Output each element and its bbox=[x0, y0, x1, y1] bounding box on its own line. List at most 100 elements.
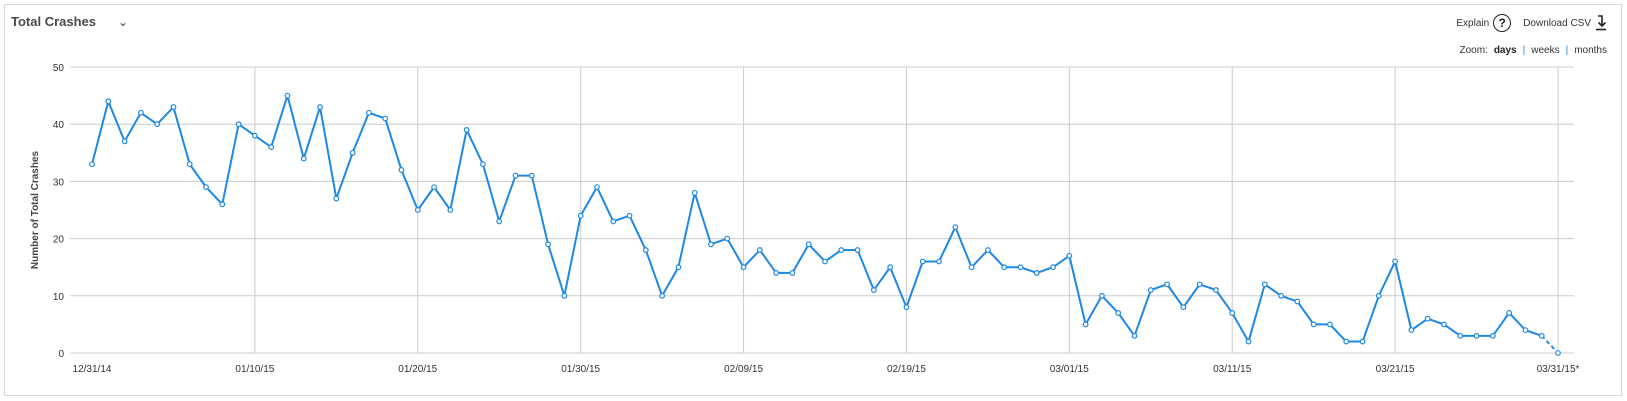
data-point[interactable] bbox=[366, 109, 372, 116]
data-point[interactable] bbox=[1245, 338, 1252, 345]
data-point[interactable] bbox=[968, 264, 975, 271]
data-point[interactable] bbox=[870, 287, 877, 293]
metric-selector[interactable]: Total Crashes ⌄ bbox=[11, 14, 128, 29]
data-point[interactable] bbox=[1506, 310, 1513, 316]
data-point[interactable] bbox=[1457, 332, 1464, 339]
data-point[interactable] bbox=[642, 247, 649, 253]
data-point[interactable] bbox=[1278, 292, 1284, 299]
data-point[interactable] bbox=[773, 270, 780, 276]
data-point[interactable] bbox=[1359, 338, 1366, 345]
data-point[interactable] bbox=[137, 109, 144, 116]
data-point[interactable] bbox=[268, 144, 275, 150]
data-point[interactable] bbox=[512, 172, 519, 179]
data-point[interactable] bbox=[414, 207, 421, 213]
data-point[interactable] bbox=[300, 155, 307, 162]
data-point[interactable] bbox=[382, 115, 389, 122]
data-point[interactable] bbox=[431, 184, 437, 191]
data-point[interactable] bbox=[1441, 321, 1447, 328]
x-tick-label: 01/20/15 bbox=[398, 364, 437, 375]
data-point[interactable] bbox=[626, 212, 633, 219]
data-point[interactable] bbox=[561, 292, 568, 299]
data-point[interactable] bbox=[251, 132, 258, 139]
data-point[interactable] bbox=[887, 264, 894, 271]
data-point[interactable] bbox=[691, 189, 698, 196]
data-point[interactable] bbox=[1180, 304, 1187, 311]
data-point[interactable] bbox=[121, 138, 128, 145]
data-point[interactable] bbox=[463, 127, 470, 133]
data-point[interactable] bbox=[1489, 332, 1496, 339]
data-point[interactable] bbox=[1294, 298, 1301, 305]
data-point[interactable] bbox=[1408, 327, 1415, 334]
data-point[interactable] bbox=[577, 212, 584, 219]
data-point[interactable] bbox=[1229, 310, 1236, 316]
data-point[interactable] bbox=[789, 270, 796, 276]
data-point[interactable] bbox=[284, 92, 291, 99]
chevron-down-icon[interactable]: ⌄ bbox=[118, 14, 129, 29]
data-point[interactable] bbox=[1261, 281, 1268, 288]
data-point[interactable] bbox=[1033, 270, 1040, 276]
data-point[interactable] bbox=[1066, 252, 1073, 259]
data-point[interactable] bbox=[936, 258, 942, 265]
data-point[interactable] bbox=[398, 167, 405, 173]
data-point[interactable] bbox=[1555, 350, 1561, 356]
data-point[interactable] bbox=[984, 247, 991, 253]
data-point[interactable] bbox=[675, 264, 682, 271]
data-point[interactable] bbox=[1424, 315, 1431, 322]
data-point[interactable] bbox=[528, 172, 535, 179]
data-point[interactable] bbox=[1017, 264, 1024, 271]
data-point[interactable] bbox=[1196, 281, 1203, 288]
data-point[interactable] bbox=[919, 258, 926, 265]
data-point[interactable] bbox=[186, 161, 193, 168]
data-point[interactable] bbox=[1131, 332, 1138, 339]
data-point[interactable] bbox=[1392, 258, 1399, 265]
data-point[interactable] bbox=[1147, 287, 1154, 293]
data-point[interactable] bbox=[822, 258, 828, 265]
x-tick-label: 03/01/15 bbox=[1050, 364, 1089, 375]
data-point[interactable] bbox=[1522, 327, 1529, 334]
data-point[interactable] bbox=[154, 121, 161, 128]
data-point[interactable] bbox=[740, 264, 747, 271]
data-point[interactable] bbox=[1473, 332, 1480, 339]
data-point[interactable] bbox=[89, 161, 95, 168]
data-point[interactable] bbox=[203, 184, 209, 191]
data-point[interactable] bbox=[1343, 338, 1350, 345]
zoom-days-option[interactable]: days bbox=[1493, 45, 1517, 56]
data-point[interactable] bbox=[317, 104, 323, 110]
data-point[interactable] bbox=[219, 201, 226, 208]
data-point[interactable] bbox=[1164, 281, 1170, 288]
data-point[interactable] bbox=[545, 241, 551, 248]
data-point[interactable] bbox=[1082, 321, 1089, 328]
data-point[interactable] bbox=[594, 184, 600, 191]
data-point[interactable] bbox=[496, 218, 503, 225]
zoom-months-option[interactable]: months bbox=[1574, 45, 1607, 56]
data-point[interactable] bbox=[838, 247, 845, 253]
data-point[interactable] bbox=[1375, 292, 1382, 299]
zoom-weeks-option[interactable]: weeks bbox=[1531, 45, 1560, 56]
data-point[interactable] bbox=[1213, 287, 1219, 293]
data-point[interactable] bbox=[724, 235, 731, 242]
data-point[interactable] bbox=[708, 241, 714, 248]
data-point[interactable] bbox=[854, 247, 861, 253]
data-point[interactable] bbox=[610, 218, 617, 225]
download-csv-button[interactable]: Download CSV bbox=[1523, 15, 1607, 31]
data-point[interactable] bbox=[1327, 321, 1333, 328]
data-point[interactable] bbox=[170, 104, 177, 110]
data-point[interactable] bbox=[1099, 292, 1105, 299]
data-point[interactable] bbox=[952, 224, 959, 231]
data-point[interactable] bbox=[659, 292, 666, 299]
data-point[interactable] bbox=[1115, 310, 1122, 316]
data-point[interactable] bbox=[903, 304, 910, 311]
data-point[interactable] bbox=[480, 161, 486, 168]
data-point[interactable] bbox=[1001, 264, 1008, 271]
data-point[interactable] bbox=[105, 98, 112, 105]
explain-button[interactable]: Explain ? bbox=[1456, 14, 1512, 32]
data-point[interactable] bbox=[1310, 321, 1317, 328]
data-point[interactable] bbox=[447, 207, 454, 213]
data-point[interactable] bbox=[235, 121, 242, 128]
data-point[interactable] bbox=[349, 149, 356, 156]
data-point[interactable] bbox=[333, 195, 340, 202]
data-point[interactable] bbox=[805, 241, 812, 248]
data-point[interactable] bbox=[1050, 264, 1056, 271]
data-point[interactable] bbox=[1538, 332, 1545, 339]
data-point[interactable] bbox=[756, 247, 763, 253]
